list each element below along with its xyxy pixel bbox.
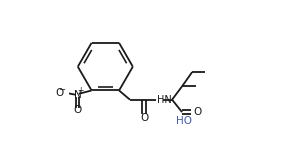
Text: O: O xyxy=(193,107,201,117)
Text: N: N xyxy=(74,90,81,100)
Text: HN: HN xyxy=(157,95,172,105)
Text: −: − xyxy=(58,85,65,94)
Text: HO: HO xyxy=(176,116,192,126)
Text: +: + xyxy=(77,87,83,96)
Text: O: O xyxy=(140,113,148,123)
Text: O: O xyxy=(73,105,82,116)
Text: O: O xyxy=(56,88,64,98)
